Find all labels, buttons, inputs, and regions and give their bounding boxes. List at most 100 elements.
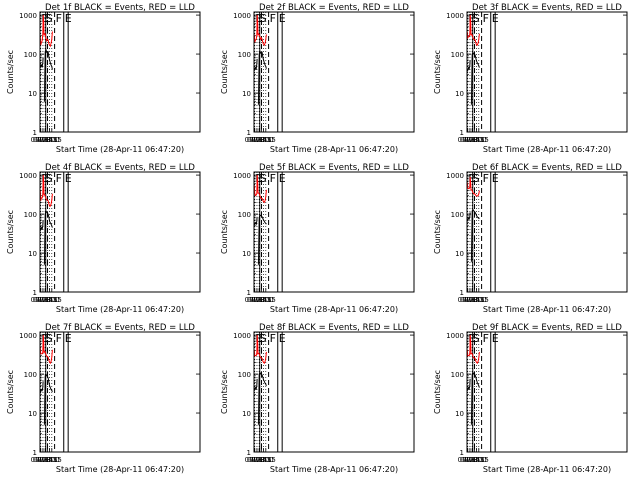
x-tick-label: 08:15 — [256, 456, 276, 464]
plot-frame — [466, 171, 628, 293]
y-axis-label: Counts/sec — [6, 50, 15, 94]
panel-title: Det 6f BLACK = Events, RED = LLD — [472, 163, 622, 173]
x-tick-label: 07:00 — [31, 296, 51, 304]
panel-title: Det 1f BLACK = Events, RED = LLD — [45, 3, 195, 13]
x-tick-label: 08:15 — [469, 136, 489, 144]
x-tick-label: 07:45 — [37, 456, 57, 464]
x-tick-label: 07:45 — [251, 296, 271, 304]
y-tick-label: 1000 — [19, 332, 37, 340]
x-axis-label: Start Time (28-Apr-11 06:47:20) — [56, 465, 184, 474]
y-axis-label: Counts/sec — [220, 50, 229, 94]
y-axis-label: Counts/sec — [6, 210, 15, 254]
x-tick-label: 07:15 — [247, 456, 267, 464]
x-tick-label: 07:15 — [33, 136, 53, 144]
x-tick-label: 08:00 — [253, 456, 273, 464]
y-tick-label: 1 — [247, 449, 251, 457]
lld-series-line — [39, 335, 53, 365]
event-letter: F — [270, 332, 276, 345]
y-tick-label: 1 — [460, 289, 464, 297]
event-letter: E — [41, 12, 48, 25]
y-tick-label: 1000 — [233, 172, 251, 180]
y-tick-label: 100 — [451, 211, 464, 219]
x-tick-label: 07:45 — [251, 136, 271, 144]
y-tick-label: 100 — [451, 51, 464, 59]
plot-frame — [253, 11, 415, 133]
event-letter: E — [279, 12, 286, 25]
event-letter: E — [41, 332, 48, 345]
event-letter: E — [468, 12, 475, 25]
detector-panel: Det 9f BLACK = Events, RED = LLD 07:0007:… — [433, 323, 628, 474]
plot-frame — [253, 171, 415, 293]
event-letter: E — [41, 172, 48, 185]
event-letter: E — [255, 172, 262, 185]
y-tick-label: 10 — [28, 410, 37, 418]
event-letter: E — [65, 332, 72, 345]
x-axis-label: Start Time (28-Apr-11 06:47:20) — [483, 305, 611, 314]
x-tick-label: 07:45 — [464, 456, 484, 464]
event-letter: F — [483, 172, 489, 185]
x-axis-label: Start Time (28-Apr-11 06:47:20) — [56, 305, 184, 314]
y-axis-label: Counts/sec — [220, 210, 229, 254]
y-tick-label: 1 — [33, 129, 37, 137]
y-axis-label: Counts/sec — [220, 370, 229, 414]
event-letter: E — [492, 332, 499, 345]
event-letter: E — [468, 172, 475, 185]
lld-series-line — [253, 15, 267, 47]
x-tick-label: 08:15 — [256, 296, 276, 304]
events-series-line — [466, 51, 480, 105]
plot-frame — [39, 11, 201, 133]
y-tick-label: 1 — [247, 129, 251, 137]
y-tick-label: 1 — [33, 289, 37, 297]
lld-series-line — [39, 15, 53, 48]
x-tick-label: 08:00 — [39, 296, 59, 304]
y-tick-label: 100 — [238, 371, 251, 379]
x-tick-label: 07:15 — [460, 296, 480, 304]
x-tick-label: 08:00 — [466, 456, 486, 464]
x-tick-label: 08:00 — [466, 136, 486, 144]
detector-panel: Det 2f BLACK = Events, RED = LLD 07:0007:… — [220, 3, 415, 154]
events-series-line — [253, 371, 267, 425]
event-letter: F — [270, 172, 276, 185]
event-letter: E — [279, 332, 286, 345]
x-tick-label: 08:15 — [42, 456, 62, 464]
event-letter: S — [260, 172, 267, 185]
x-tick-label: 07:30 — [249, 456, 269, 464]
x-tick-label: 08:15 — [42, 136, 62, 144]
event-letter: E — [255, 332, 262, 345]
x-tick-label: 07:15 — [460, 456, 480, 464]
plot-frame — [39, 331, 201, 453]
x-tick-label: 07:00 — [31, 136, 51, 144]
event-letter: S — [260, 332, 267, 345]
x-tick-label: 07:15 — [33, 296, 53, 304]
y-axis-label: Counts/sec — [433, 370, 442, 414]
event-letter: E — [279, 172, 286, 185]
x-tick-label: 08:15 — [42, 296, 62, 304]
y-tick-label: 100 — [238, 211, 251, 219]
lld-series-line — [253, 175, 267, 204]
x-tick-label: 08:00 — [253, 296, 273, 304]
y-axis-label: Counts/sec — [433, 50, 442, 94]
detector-panel: Det 4f BLACK = Events, RED = LLD 07:0007:… — [6, 163, 201, 314]
x-tick-label: 07:45 — [37, 136, 57, 144]
y-tick-label: 1000 — [19, 172, 37, 180]
y-tick-label: 1000 — [233, 12, 251, 20]
x-tick-label: 08:15 — [469, 296, 489, 304]
x-tick-label: 07:45 — [464, 296, 484, 304]
x-axis-label: Start Time (28-Apr-11 06:47:20) — [270, 145, 398, 154]
x-axis-label: Start Time (28-Apr-11 06:47:20) — [483, 465, 611, 474]
events-series-line — [39, 47, 53, 102]
x-tick-label: 08:00 — [466, 296, 486, 304]
y-tick-label: 1 — [33, 449, 37, 457]
event-letter: S — [473, 172, 480, 185]
panel-title: Det 5f BLACK = Events, RED = LLD — [259, 163, 409, 173]
x-tick-label: 07:00 — [458, 456, 478, 464]
x-tick-label: 07:30 — [249, 136, 269, 144]
event-letter: S — [473, 12, 480, 25]
lld-series-line — [39, 175, 53, 207]
x-tick-label: 07:45 — [37, 296, 57, 304]
event-letter: E — [468, 332, 475, 345]
events-series-line — [253, 49, 267, 105]
events-series-line — [39, 372, 53, 425]
x-tick-label: 07:15 — [247, 136, 267, 144]
